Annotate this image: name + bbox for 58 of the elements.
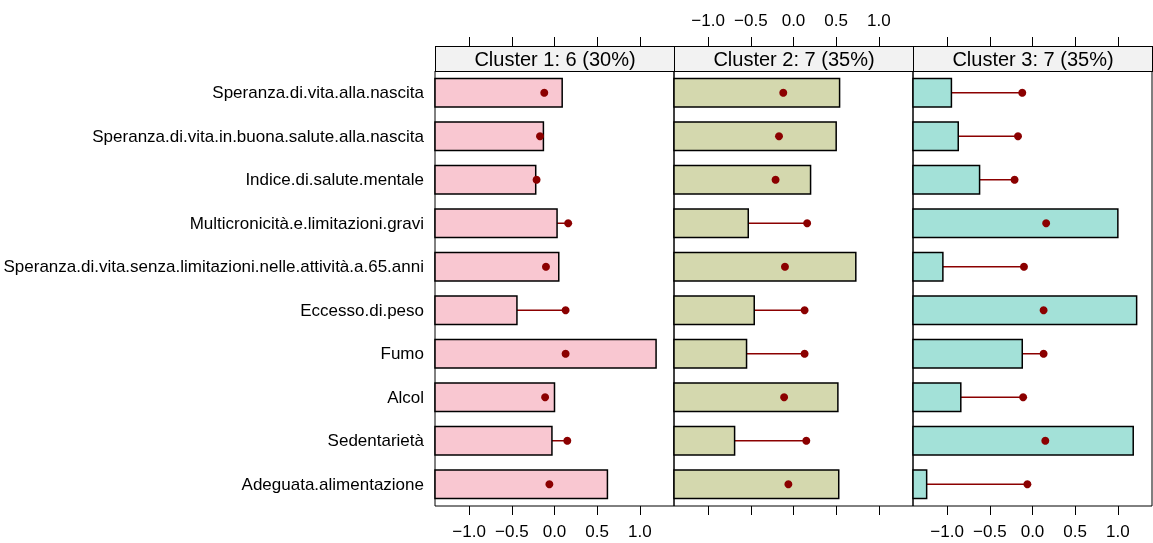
- point: [800, 349, 809, 358]
- point: [800, 306, 809, 315]
- x-tick-label: 1.0: [867, 11, 891, 30]
- point: [561, 349, 570, 358]
- point: [1018, 88, 1027, 97]
- point: [1039, 349, 1048, 358]
- chart-title: Cluster 2: 7 (35%): [674, 46, 914, 72]
- x-tick-label: 0.0: [1020, 522, 1045, 541]
- x-tick-label: 0.5: [585, 522, 609, 541]
- y-tick-label: Fumo: [380, 344, 424, 364]
- x-tick-label: −1.0: [452, 522, 486, 541]
- point: [775, 132, 783, 141]
- point: [1023, 480, 1032, 489]
- y-tick-label: Speranza.di.vita.alla.nascita: [212, 83, 425, 103]
- point: [1041, 436, 1050, 445]
- point: [564, 219, 573, 228]
- x-tick-label: −1.0: [930, 522, 964, 541]
- x-tick-label: 0.0: [542, 522, 567, 541]
- point: [541, 262, 550, 271]
- y-tick-label: Eccesso.di.peso: [300, 300, 424, 320]
- point: [536, 132, 544, 141]
- point: [1010, 175, 1019, 184]
- x-tick-label: 0.5: [1063, 522, 1087, 541]
- point: [545, 480, 554, 489]
- point: [561, 306, 570, 315]
- point: [1039, 306, 1048, 315]
- point: [1014, 132, 1022, 141]
- x-tick-label: −1.0: [691, 11, 725, 30]
- point: [540, 88, 549, 97]
- point: [780, 262, 789, 271]
- point: [532, 175, 541, 184]
- point: [563, 436, 572, 445]
- point: [802, 436, 811, 445]
- x-tick-label: 0.5: [824, 11, 848, 30]
- x-tick-label: 0.0: [781, 11, 806, 30]
- point: [771, 175, 780, 184]
- x-tick-label: 1.0: [1106, 522, 1130, 541]
- point: [779, 88, 788, 97]
- chart-title: Cluster 1: 6 (30%): [435, 46, 675, 72]
- y-tick-label: Sedentarietà: [327, 431, 425, 451]
- x-tick-label: −0.5: [495, 522, 529, 541]
- y-tick-label: Alcol: [387, 387, 424, 407]
- x-tick-label: 1.0: [628, 522, 652, 541]
- y-tick-label: Speranza.di.vita.senza.limitazioni.nelle.attività.a.65.anni: [3, 257, 424, 277]
- point: [780, 393, 789, 402]
- point: [1019, 262, 1028, 271]
- x-tick-label: −0.5: [734, 11, 768, 30]
- point: [803, 219, 812, 228]
- x-tick-label: −0.5: [973, 522, 1007, 541]
- y-tick-label: Adeguata.alimentazione: [241, 474, 424, 494]
- chart-title: Cluster 3: 7 (35%): [913, 46, 1153, 72]
- point: [1042, 219, 1051, 228]
- point: [1019, 393, 1028, 402]
- y-tick-label: Indice.di.salute.mentale: [245, 170, 424, 190]
- y-tick-label: Multicronicità.e.limitazioni.gravi: [189, 213, 424, 233]
- point: [784, 480, 793, 489]
- point: [541, 393, 550, 402]
- y-tick-label: Speranza.di.vita.in.buona.salute.alla.nascita: [92, 126, 425, 146]
